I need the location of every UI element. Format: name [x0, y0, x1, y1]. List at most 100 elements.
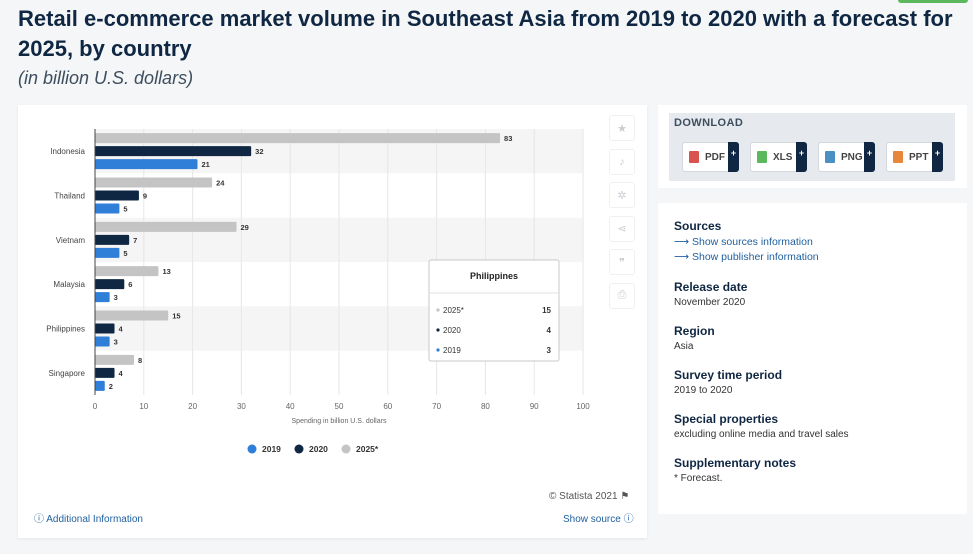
bar-data-label: 4 — [119, 369, 124, 378]
bar — [95, 323, 115, 334]
special-section: Special properties excluding online medi… — [674, 412, 849, 440]
bar — [95, 159, 198, 170]
plus-icon: + — [932, 142, 943, 172]
bar — [95, 190, 139, 201]
arrow-right-icon: ⟶ — [674, 236, 690, 248]
flag-icon: ⚑ — [620, 491, 630, 502]
tooltip-title: Philippines — [470, 271, 518, 281]
notes-heading: Supplementary notes — [674, 456, 797, 470]
show-publisher-label: Show publisher information — [691, 251, 819, 263]
page-subtitle: (in billion U.S. dollars) — [18, 68, 194, 88]
notes-section: Supplementary notes * Forecast. — [674, 456, 796, 484]
quote-icon[interactable]: ❞ — [609, 249, 635, 275]
legend-marker — [294, 444, 304, 454]
bar — [95, 354, 135, 365]
tooltip-row-value: 3 — [547, 346, 552, 355]
png-download-button[interactable]: PNG + — [818, 142, 875, 172]
additional-info-label: Additional Information — [46, 514, 143, 525]
show-source-link[interactable]: Show source ⓘ — [563, 510, 634, 525]
star-icon[interactable]: ★ — [609, 115, 635, 141]
png-label: PNG — [841, 151, 863, 163]
xls-file-icon — [757, 151, 767, 163]
gear-icon[interactable]: ✲ — [609, 182, 635, 208]
xls-download-button[interactable]: XLS + — [750, 142, 807, 172]
metadata-card: Sources ⟶ Show sources information ⟶ Sho… — [658, 203, 967, 514]
ppt-download-button[interactable]: PPT + — [886, 142, 943, 172]
pdf-file-icon — [689, 151, 699, 163]
tooltip-row-label: 2019 — [443, 346, 461, 355]
ppt-file-icon — [893, 151, 903, 163]
region-value: Asia — [674, 341, 694, 352]
chart-card: 0 10 20 30 40 50 60 70 80 90 100 Spending in billio… — [18, 105, 647, 538]
bar — [95, 292, 110, 303]
tooltip-marker — [436, 308, 440, 312]
bar-chart: 0 10 20 30 40 50 60 70 80 90 100 Spending in billio… — [46, 129, 590, 454]
bar-data-label: 8 — [138, 356, 142, 365]
x-tick-label: 90 — [530, 402, 539, 411]
category-label: Vietnam — [56, 236, 86, 245]
special-heading: Special properties — [674, 412, 779, 426]
show-sources-label: Show sources information — [691, 236, 813, 248]
region-section: Region Asia — [674, 324, 715, 352]
bar — [95, 310, 169, 321]
bar-data-label: 9 — [143, 192, 147, 201]
download-panel: DOWNLOAD PDF + XLS + PNG + PPT + — [669, 113, 955, 181]
bar-data-label: 32 — [255, 147, 263, 156]
bar — [95, 203, 120, 214]
bell-icon[interactable]: ♪ — [609, 148, 635, 175]
x-tick-label: 10 — [139, 402, 148, 411]
release-heading: Release date — [674, 280, 748, 294]
show-source-label: Show source — [563, 514, 621, 525]
bar-data-label: 21 — [201, 160, 209, 169]
bar-data-label: 5 — [123, 205, 127, 214]
x-tick-label: 80 — [481, 402, 490, 411]
tooltip-row-label: 2025* — [443, 306, 464, 315]
release-value: November 2020 — [674, 297, 746, 308]
show-sources-link[interactable]: ⟶ Show sources information — [674, 236, 819, 248]
bar-data-label: 2 — [109, 382, 113, 391]
special-value: excluding online media and travel sales — [674, 429, 849, 440]
bar-data-label: 4 — [119, 325, 124, 334]
notes-value: * Forecast. — [674, 473, 723, 484]
top-accent-bar — [898, 0, 968, 3]
download-card: DOWNLOAD PDF + XLS + PNG + PPT + — [658, 105, 967, 188]
bar — [95, 234, 130, 245]
png-file-icon — [825, 151, 835, 163]
legend-label: 2019 — [262, 444, 281, 454]
tooltip-marker — [436, 328, 440, 332]
show-publisher-link[interactable]: ⟶ Show publisher information — [674, 251, 819, 263]
bar-data-label: 3 — [114, 338, 118, 347]
pdf-download-button[interactable]: PDF + — [682, 142, 739, 172]
category-label: Malaysia — [53, 280, 85, 289]
info-icon: ⓘ — [34, 514, 44, 525]
bar-data-label: 29 — [241, 223, 249, 232]
bar — [95, 247, 120, 258]
share-icon[interactable]: ⋖ — [609, 215, 635, 242]
x-tick-label: 20 — [188, 402, 197, 411]
period-section: Survey time period 2019 to 2020 — [674, 368, 782, 396]
x-tick-label: 70 — [432, 402, 441, 411]
bar-data-label: 13 — [162, 267, 170, 276]
bar — [95, 221, 237, 232]
period-value: 2019 to 2020 — [674, 385, 733, 396]
bar-data-label: 6 — [128, 280, 132, 289]
region-heading: Region — [674, 324, 715, 338]
legend-marker — [247, 444, 257, 454]
bar — [95, 177, 213, 188]
bar — [95, 380, 105, 391]
tooltip-row-value: 4 — [547, 326, 552, 335]
bar-data-label: 5 — [123, 249, 127, 258]
plus-icon: + — [728, 142, 739, 172]
x-tick-label: 30 — [237, 402, 246, 411]
bar — [95, 336, 110, 347]
sources-heading: Sources — [674, 219, 722, 233]
plus-icon: + — [864, 142, 875, 172]
additional-info-link[interactable]: ⓘ Additional Information — [34, 510, 143, 525]
category-label: Thailand — [54, 192, 85, 201]
pdf-label: PDF — [705, 151, 725, 163]
print-icon[interactable]: ⎙ — [609, 282, 635, 309]
x-tick-label: 40 — [286, 402, 295, 411]
bar — [95, 279, 125, 290]
release-section: Release date November 2020 — [674, 280, 747, 308]
category-label: Indonesia — [50, 147, 85, 156]
